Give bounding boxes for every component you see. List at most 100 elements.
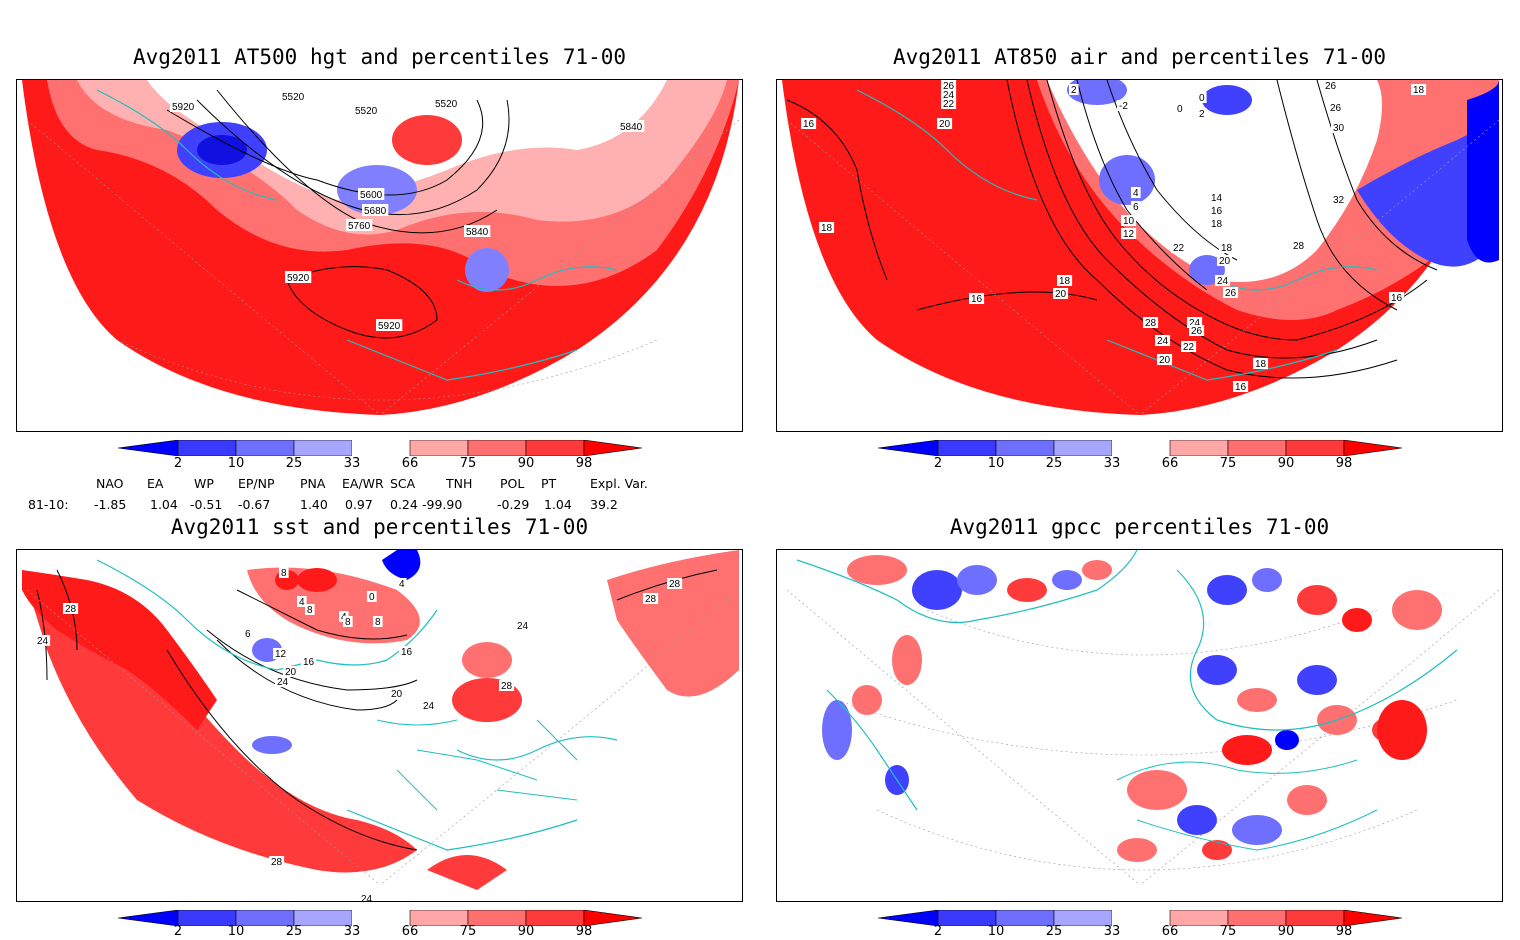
svg-text:22: 22 — [1183, 342, 1195, 353]
svg-text:24: 24 — [1157, 336, 1169, 347]
svg-text:5520: 5520 — [355, 106, 378, 117]
contour-label: 28 — [643, 593, 658, 605]
contour-label: 22 — [1181, 341, 1196, 353]
index-value: -99.90 — [422, 497, 462, 512]
colorbar-swatches — [878, 910, 1402, 926]
panel-title-hgt500: Avg2011 AT500 hgt and percentiles 71-00 — [16, 45, 743, 69]
svg-text:18: 18 — [1211, 219, 1223, 230]
index-value: -0.51 — [190, 497, 222, 512]
svg-text:4: 4 — [299, 597, 305, 608]
svg-text:24: 24 — [37, 636, 49, 647]
map-panel-sst: 28 24 6 8 4 8 4 8 8 0 4 12 16 16 20 24 2… — [16, 549, 743, 902]
svg-text:16: 16 — [1391, 293, 1403, 304]
svg-text:6: 6 — [245, 629, 251, 640]
svg-text:20: 20 — [939, 119, 951, 130]
index-header: EA/WR — [342, 476, 384, 491]
index-value: 1.04 — [544, 497, 572, 512]
contour-label: 18 — [1209, 218, 1224, 230]
colorbar-label: 33 — [1104, 456, 1121, 471]
contour-label: 28 — [269, 856, 284, 868]
contour-label: 12 — [273, 648, 288, 660]
index-header: POL — [500, 476, 524, 491]
contour-label: 5840 — [618, 120, 644, 133]
svg-text:28: 28 — [669, 579, 681, 590]
colorbar-swatches — [878, 440, 1402, 456]
index-value: -0.67 — [238, 497, 270, 512]
colorbar-gpcc: 2 10 25 33 66 75 90 98 — [878, 910, 1402, 940]
contour-label: 24 — [1215, 275, 1230, 287]
contour-label: 24 — [359, 894, 374, 902]
svg-text:2: 2 — [1199, 109, 1205, 120]
contour-label: 20 — [1157, 354, 1172, 366]
contour-label: 16 — [969, 293, 984, 305]
svg-text:30: 30 — [1333, 123, 1345, 134]
svg-text:8: 8 — [375, 617, 381, 628]
percentile-fill-high-1 — [297, 568, 337, 592]
contour-label: 12 — [1121, 228, 1136, 240]
contour-label: 16 — [1389, 292, 1404, 304]
contour-label: 24 — [275, 676, 290, 688]
contour-label: 16 — [1233, 381, 1248, 393]
contour-label: -2 — [1117, 100, 1130, 112]
colorbar-label: 90 — [1278, 456, 1295, 471]
contour-label: 24 — [515, 620, 530, 632]
svg-text:16: 16 — [803, 119, 815, 130]
svg-text:18: 18 — [1255, 359, 1267, 370]
contour-label: 22 — [941, 98, 956, 110]
colorbar-hgt500: 2 10 25 33 66 75 90 98 — [118, 440, 642, 474]
contour-label: 5520 — [280, 90, 306, 103]
svg-text:8: 8 — [307, 605, 313, 616]
contour-label: 22 — [1171, 242, 1186, 254]
colorbar-label: 98 — [576, 924, 593, 939]
svg-text:28: 28 — [1145, 318, 1157, 329]
svg-text:18: 18 — [821, 223, 833, 234]
svg-text:12: 12 — [275, 649, 287, 660]
contour-label: 5520 — [433, 97, 459, 110]
svg-text:28: 28 — [271, 857, 283, 868]
svg-text:20: 20 — [1219, 256, 1231, 267]
colorbar-label: 90 — [1278, 924, 1295, 939]
colorbar-label: 2 — [174, 924, 182, 939]
contour-label: 0 — [1197, 92, 1207, 104]
svg-text:28: 28 — [501, 681, 513, 692]
contour-label: 24 — [421, 700, 436, 712]
index-value: 1.04 — [150, 497, 178, 512]
contour-label: 8 — [279, 567, 289, 579]
svg-text:28: 28 — [65, 604, 77, 615]
svg-text:4: 4 — [1133, 188, 1139, 199]
svg-text:5840: 5840 — [466, 227, 489, 238]
contour-label: 28 — [1291, 240, 1306, 252]
svg-text:20: 20 — [391, 689, 403, 700]
index-value: 0.97 — [345, 497, 373, 512]
contour-label: 30 — [1331, 122, 1346, 134]
contour-label: 20 — [937, 118, 952, 130]
contour-label: 4 — [1131, 187, 1141, 199]
svg-text:5920: 5920 — [172, 102, 195, 113]
index-value: -1.85 — [94, 497, 126, 512]
colorbar-label: 10 — [988, 456, 1005, 471]
colorbar-label: 75 — [1220, 456, 1237, 471]
svg-text:8: 8 — [281, 568, 287, 579]
index-value: 0.24 — [390, 497, 418, 512]
svg-text:5920: 5920 — [378, 321, 401, 332]
svg-text:16: 16 — [1211, 206, 1223, 217]
contour-label: 20 — [389, 688, 404, 700]
contour-label: 28 — [63, 603, 78, 615]
contour-label: 5840 — [464, 225, 490, 238]
colorbar-label: 10 — [988, 924, 1005, 939]
index-header: NAO — [96, 476, 124, 491]
contour-label: 2 — [1197, 108, 1207, 120]
contour-label: 26 — [1189, 325, 1204, 337]
svg-text:5600: 5600 — [360, 190, 383, 201]
percentile-fill-low-1 — [1099, 155, 1155, 205]
svg-text:22: 22 — [943, 99, 955, 110]
contour-label: 26 — [1323, 80, 1338, 92]
colorbar-label: 33 — [344, 924, 361, 939]
svg-text:-2: -2 — [1119, 101, 1128, 112]
panel-title-air850: Avg2011 AT850 air and percentiles 71-00 — [776, 45, 1503, 69]
svg-text:4: 4 — [399, 579, 405, 590]
contour-label: 14 — [1209, 192, 1224, 204]
svg-text:5520: 5520 — [282, 92, 305, 103]
contour-label: 28 — [499, 680, 514, 692]
contour-label: 18 — [1057, 275, 1072, 287]
